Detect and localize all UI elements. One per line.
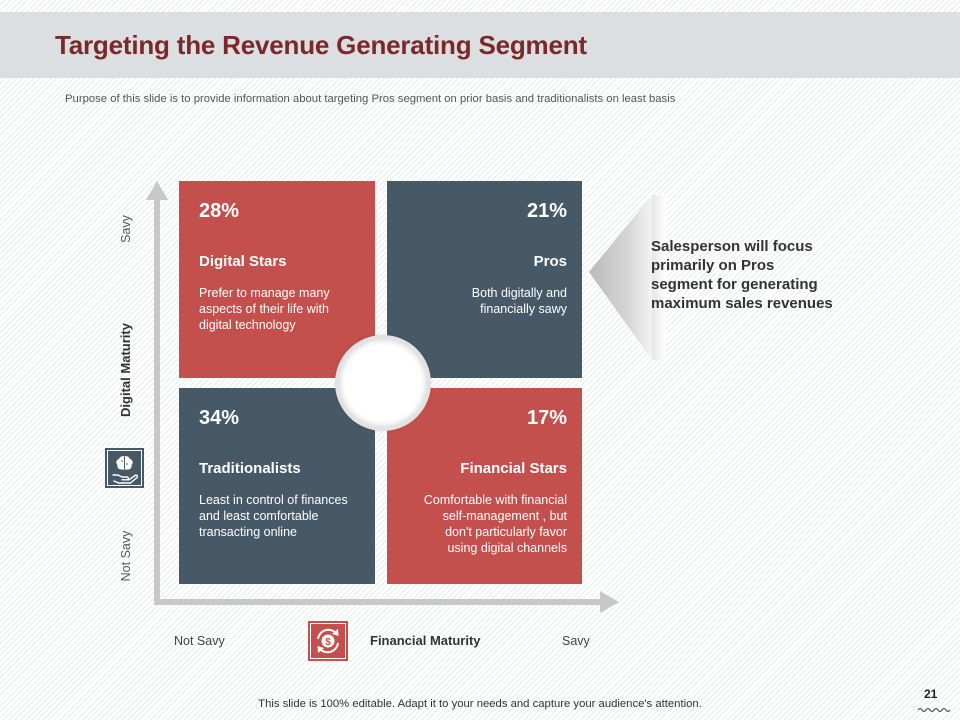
quadrant-financial-stars: 17% Financial Stars Comfortable with fin… bbox=[387, 388, 582, 584]
callout-text: Salesperson will focus primarily on Pros… bbox=[651, 238, 833, 312]
y-axis-title: Digital Maturity bbox=[118, 323, 133, 417]
quadrant-traditionalists: 34% Traditionalists Least in control of … bbox=[179, 388, 375, 584]
callout-pointer-wedge bbox=[589, 195, 652, 360]
quadrant-digital-stars: 28% Digital Stars Prefer to manage many … bbox=[179, 181, 375, 378]
quadrant-description: Both digitally and financially sawy bbox=[471, 286, 567, 316]
brain-in-hand-icon bbox=[105, 448, 144, 488]
quadrant-pros: 21% Pros Both digitally and financially … bbox=[387, 181, 582, 378]
x-axis-low-label: Not Savy bbox=[174, 634, 225, 648]
quadrant-percent: 17% bbox=[526, 407, 567, 429]
slide-subtitle: Purpose of this slide is to provide info… bbox=[65, 93, 676, 105]
x-axis-line bbox=[154, 599, 604, 605]
quadrant-percent: 21% bbox=[526, 200, 567, 222]
quadrant-description: Least in control of finances and least c… bbox=[199, 493, 348, 539]
y-axis-high-label: Savy bbox=[119, 215, 133, 243]
x-axis-arrow bbox=[154, 591, 619, 613]
quadrant-description: Prefer to manage many aspects of their l… bbox=[199, 286, 330, 332]
page-number: 21 bbox=[924, 687, 938, 701]
x-axis-high-label: Savy bbox=[562, 634, 590, 648]
center-circle bbox=[335, 335, 431, 431]
y-axis-arrowhead bbox=[146, 181, 168, 200]
y-axis-low-label: Not Savy bbox=[119, 530, 133, 582]
quadrant-title: Financial Stars bbox=[460, 460, 567, 477]
slide-title: Targeting the Revenue Generating Segment bbox=[55, 30, 587, 60]
dollar-cycle-icon: $ bbox=[308, 621, 348, 661]
x-axis-title: Financial Maturity bbox=[370, 633, 481, 648]
x-axis-arrowhead bbox=[600, 591, 619, 613]
quadrant-description: Comfortable with financial self-manageme… bbox=[423, 493, 567, 555]
y-axis-line bbox=[154, 195, 160, 605]
y-axis-arrow bbox=[146, 181, 168, 605]
quadrant-percent: 34% bbox=[199, 407, 240, 429]
wave-decoration bbox=[917, 707, 951, 713]
quadrant-title: Traditionalists bbox=[199, 460, 301, 477]
svg-text:$: $ bbox=[325, 637, 331, 648]
quadrant-title: Pros bbox=[533, 253, 567, 270]
quadrant-percent: 28% bbox=[199, 200, 240, 222]
header-band bbox=[0, 12, 960, 78]
quadrant-title: Digital Stars bbox=[199, 253, 287, 270]
footer-note: This slide is 100% editable. Adapt it to… bbox=[258, 698, 702, 710]
